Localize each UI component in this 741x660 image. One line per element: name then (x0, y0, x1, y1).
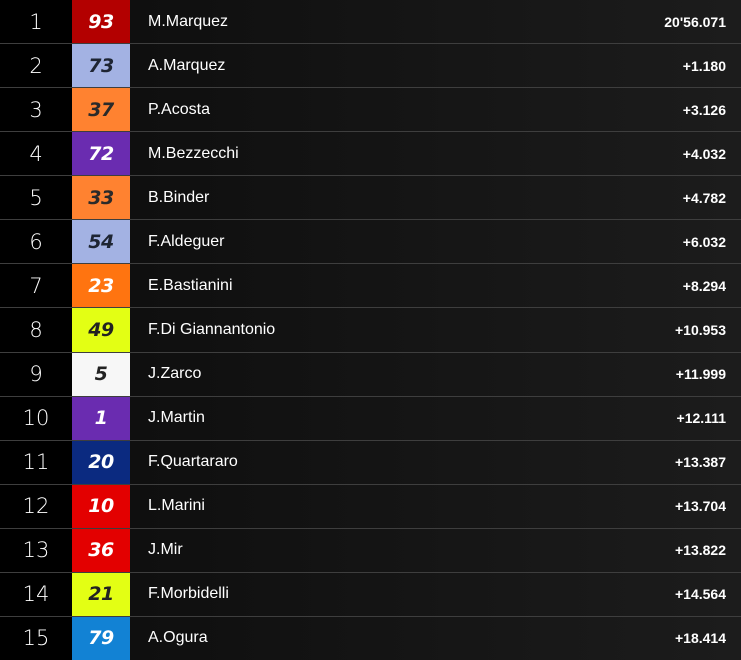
race-time: +4.782 (682, 189, 726, 206)
rider-name: M.Marquez (148, 12, 229, 30)
position: 7 (0, 264, 72, 308)
rider-name: F.Aldeguer (148, 232, 225, 250)
position: 14 (0, 572, 72, 616)
rider-name: L.Marini (148, 497, 205, 515)
result-row: 5 33 B.Binder +4.782 (0, 176, 741, 221)
race-time: 20'56.071 (664, 13, 726, 30)
race-time: +18.414 (675, 630, 726, 647)
rider-name: F.Morbidelli (148, 585, 229, 603)
rider-number-badge: 33 (72, 176, 130, 220)
rider-number-badge: 93 (72, 0, 130, 44)
result-row: 9 5 J.Zarco +11.999 (0, 352, 741, 397)
race-time: +13.822 (675, 542, 726, 559)
rider-name: J.Martin (148, 409, 205, 427)
result-row: 7 23 E.Bastianini +8.294 (0, 264, 741, 309)
race-time: +12.111 (676, 410, 726, 427)
result-row: 1 93 M.Marquez 20'56.071 (0, 0, 741, 45)
rider-number-badge: 21 (72, 572, 130, 616)
result-row: 14 21 F.Morbidelli +14.564 (0, 572, 741, 617)
position: 1 (0, 0, 72, 44)
position: 5 (0, 176, 72, 220)
rider-number-badge: 20 (72, 440, 130, 484)
result-row: 4 72 M.Bezzecchi +4.032 (0, 132, 741, 177)
rider-number-badge: 1 (72, 396, 130, 440)
position: 8 (0, 308, 72, 352)
rider-name: M.Bezzecchi (148, 144, 239, 162)
rider-name: A.Marquez (148, 56, 226, 74)
result-row: 3 37 P.Acosta +3.126 (0, 88, 741, 133)
position: 6 (0, 220, 72, 264)
position: 10 (0, 396, 72, 440)
result-row: 15 79 A.Ogura +18.414 (0, 616, 741, 660)
race-time: +8.294 (682, 277, 726, 294)
result-row: 2 73 A.Marquez +1.180 (0, 44, 741, 89)
position: 15 (0, 616, 72, 660)
race-time: +14.564 (675, 586, 726, 603)
rider-name: J.Mir (148, 541, 183, 559)
race-time: +13.704 (675, 498, 726, 515)
position: 2 (0, 44, 72, 88)
result-row: 6 54 F.Aldeguer +6.032 (0, 220, 741, 265)
position: 12 (0, 484, 72, 528)
rider-number-badge: 37 (72, 88, 130, 132)
rider-number-badge: 5 (72, 352, 130, 396)
result-row: 8 49 F.Di Giannantonio +10.953 (0, 308, 741, 353)
race-time: +6.032 (682, 233, 726, 250)
result-row: 10 1 J.Martin +12.111 (0, 396, 741, 441)
rider-name: B.Binder (148, 188, 210, 206)
rider-number-badge: 54 (72, 220, 130, 264)
result-row: 12 10 L.Marini +13.704 (0, 484, 741, 529)
rider-number-badge: 79 (72, 616, 130, 660)
race-time: +4.032 (682, 145, 726, 162)
race-time: +13.387 (675, 454, 726, 471)
rider-name: P.Acosta (148, 100, 210, 118)
race-time: +10.953 (675, 321, 726, 338)
position: 4 (0, 132, 72, 176)
rider-number-badge: 72 (72, 132, 130, 176)
result-row: 11 20 F.Quartararo +13.387 (0, 440, 741, 485)
rider-name: E.Bastianini (148, 276, 233, 294)
rider-number-badge: 10 (72, 484, 130, 528)
position: 13 (0, 528, 72, 572)
position: 9 (0, 352, 72, 396)
rider-number-badge: 73 (72, 44, 130, 88)
rider-number-badge: 23 (72, 264, 130, 308)
rider-number-badge: 36 (72, 528, 130, 572)
rider-name: J.Zarco (148, 365, 202, 383)
race-time: +3.126 (682, 101, 726, 118)
result-row: 13 36 J.Mir +13.822 (0, 528, 741, 573)
race-time: +11.999 (675, 366, 726, 383)
rider-name: F.Di Giannantonio (148, 320, 276, 338)
race-time: +1.180 (682, 57, 726, 74)
rider-name: A.Ogura (148, 629, 208, 647)
rider-number-badge: 49 (72, 308, 130, 352)
position: 11 (0, 440, 72, 484)
position: 3 (0, 88, 72, 132)
rider-name: F.Quartararo (148, 453, 238, 471)
